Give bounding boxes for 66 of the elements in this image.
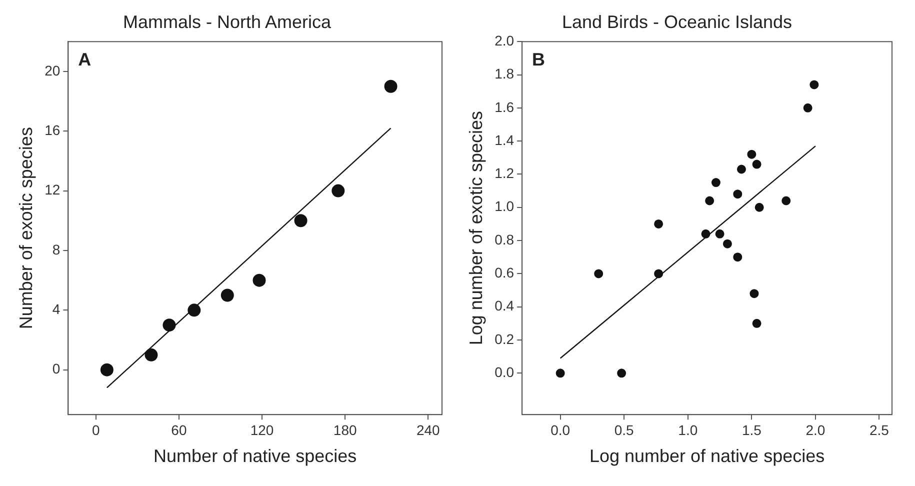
point [701,229,710,238]
point [332,184,345,198]
point [803,103,812,112]
point [220,288,234,302]
point [754,202,764,212]
y-tick-label: 1.4 [494,132,514,148]
x-tick-label: 0.5 [614,422,634,438]
x-tick-label: 1.0 [678,422,698,438]
x-tick-label: 2.5 [870,422,890,438]
chart-title: Land Birds - Oceanic Islands [562,12,792,32]
point [722,239,732,248]
point [715,229,724,238]
point [617,368,626,378]
y-tick-label: 0.6 [494,264,514,281]
point [747,150,756,159]
point [384,80,398,93]
y-tick-label: 16 [44,122,60,138]
y-tick-label: 4 [52,301,60,318]
point [594,269,604,278]
point [144,348,158,362]
y-tick-label: 0.0 [494,364,514,380]
y-tick-label: 20 [44,62,60,78]
y-tick-label: 1.2 [494,165,514,182]
point [100,363,114,376]
point [294,214,308,228]
x-axis-title: Log number of native species [589,446,825,466]
point [654,269,664,278]
point [162,318,176,332]
x-tick-label: 60 [171,422,187,438]
annotation: B [532,50,546,70]
point [252,274,266,287]
point [810,80,819,90]
point [750,289,759,298]
point [711,178,720,188]
y-tick-label: 0 [52,360,60,377]
y-tick-label: 0.2 [494,330,514,347]
x-tick-label: 1.5 [742,422,762,438]
y-axis-title: Log number of exotic species [466,111,486,346]
point [188,304,201,317]
x-tick-label: 120 [250,422,274,438]
x-tick-label: 240 [416,422,440,438]
point [733,252,742,262]
annotation: A [78,50,92,70]
point [733,190,742,199]
x-axis-title: Number of native species [154,446,357,466]
x-tick-label: 180 [333,422,357,438]
point [752,160,762,169]
point [705,196,714,206]
y-tick-label: 0.8 [494,231,514,248]
point [556,368,565,378]
y-tick-label: 1.0 [494,198,514,214]
y-tick-label: 0.4 [494,298,514,314]
y-tick-label: 2.0 [494,32,514,48]
y-tick-label: 8 [52,241,60,258]
point [782,196,791,206]
y-axis-title: Number of exotic species [16,127,36,330]
y-tick-label: 1.8 [494,66,514,82]
x-tick-label: 0 [92,422,100,438]
point [654,219,664,228]
chart-title: Mammals - North America [122,12,332,32]
point [752,318,762,328]
x-tick-label: 0.0 [550,422,570,438]
y-tick-label: 12 [44,182,60,198]
x-tick-label: 2.0 [806,422,826,438]
point [736,164,746,174]
y-tick-label: 1.6 [494,98,514,115]
